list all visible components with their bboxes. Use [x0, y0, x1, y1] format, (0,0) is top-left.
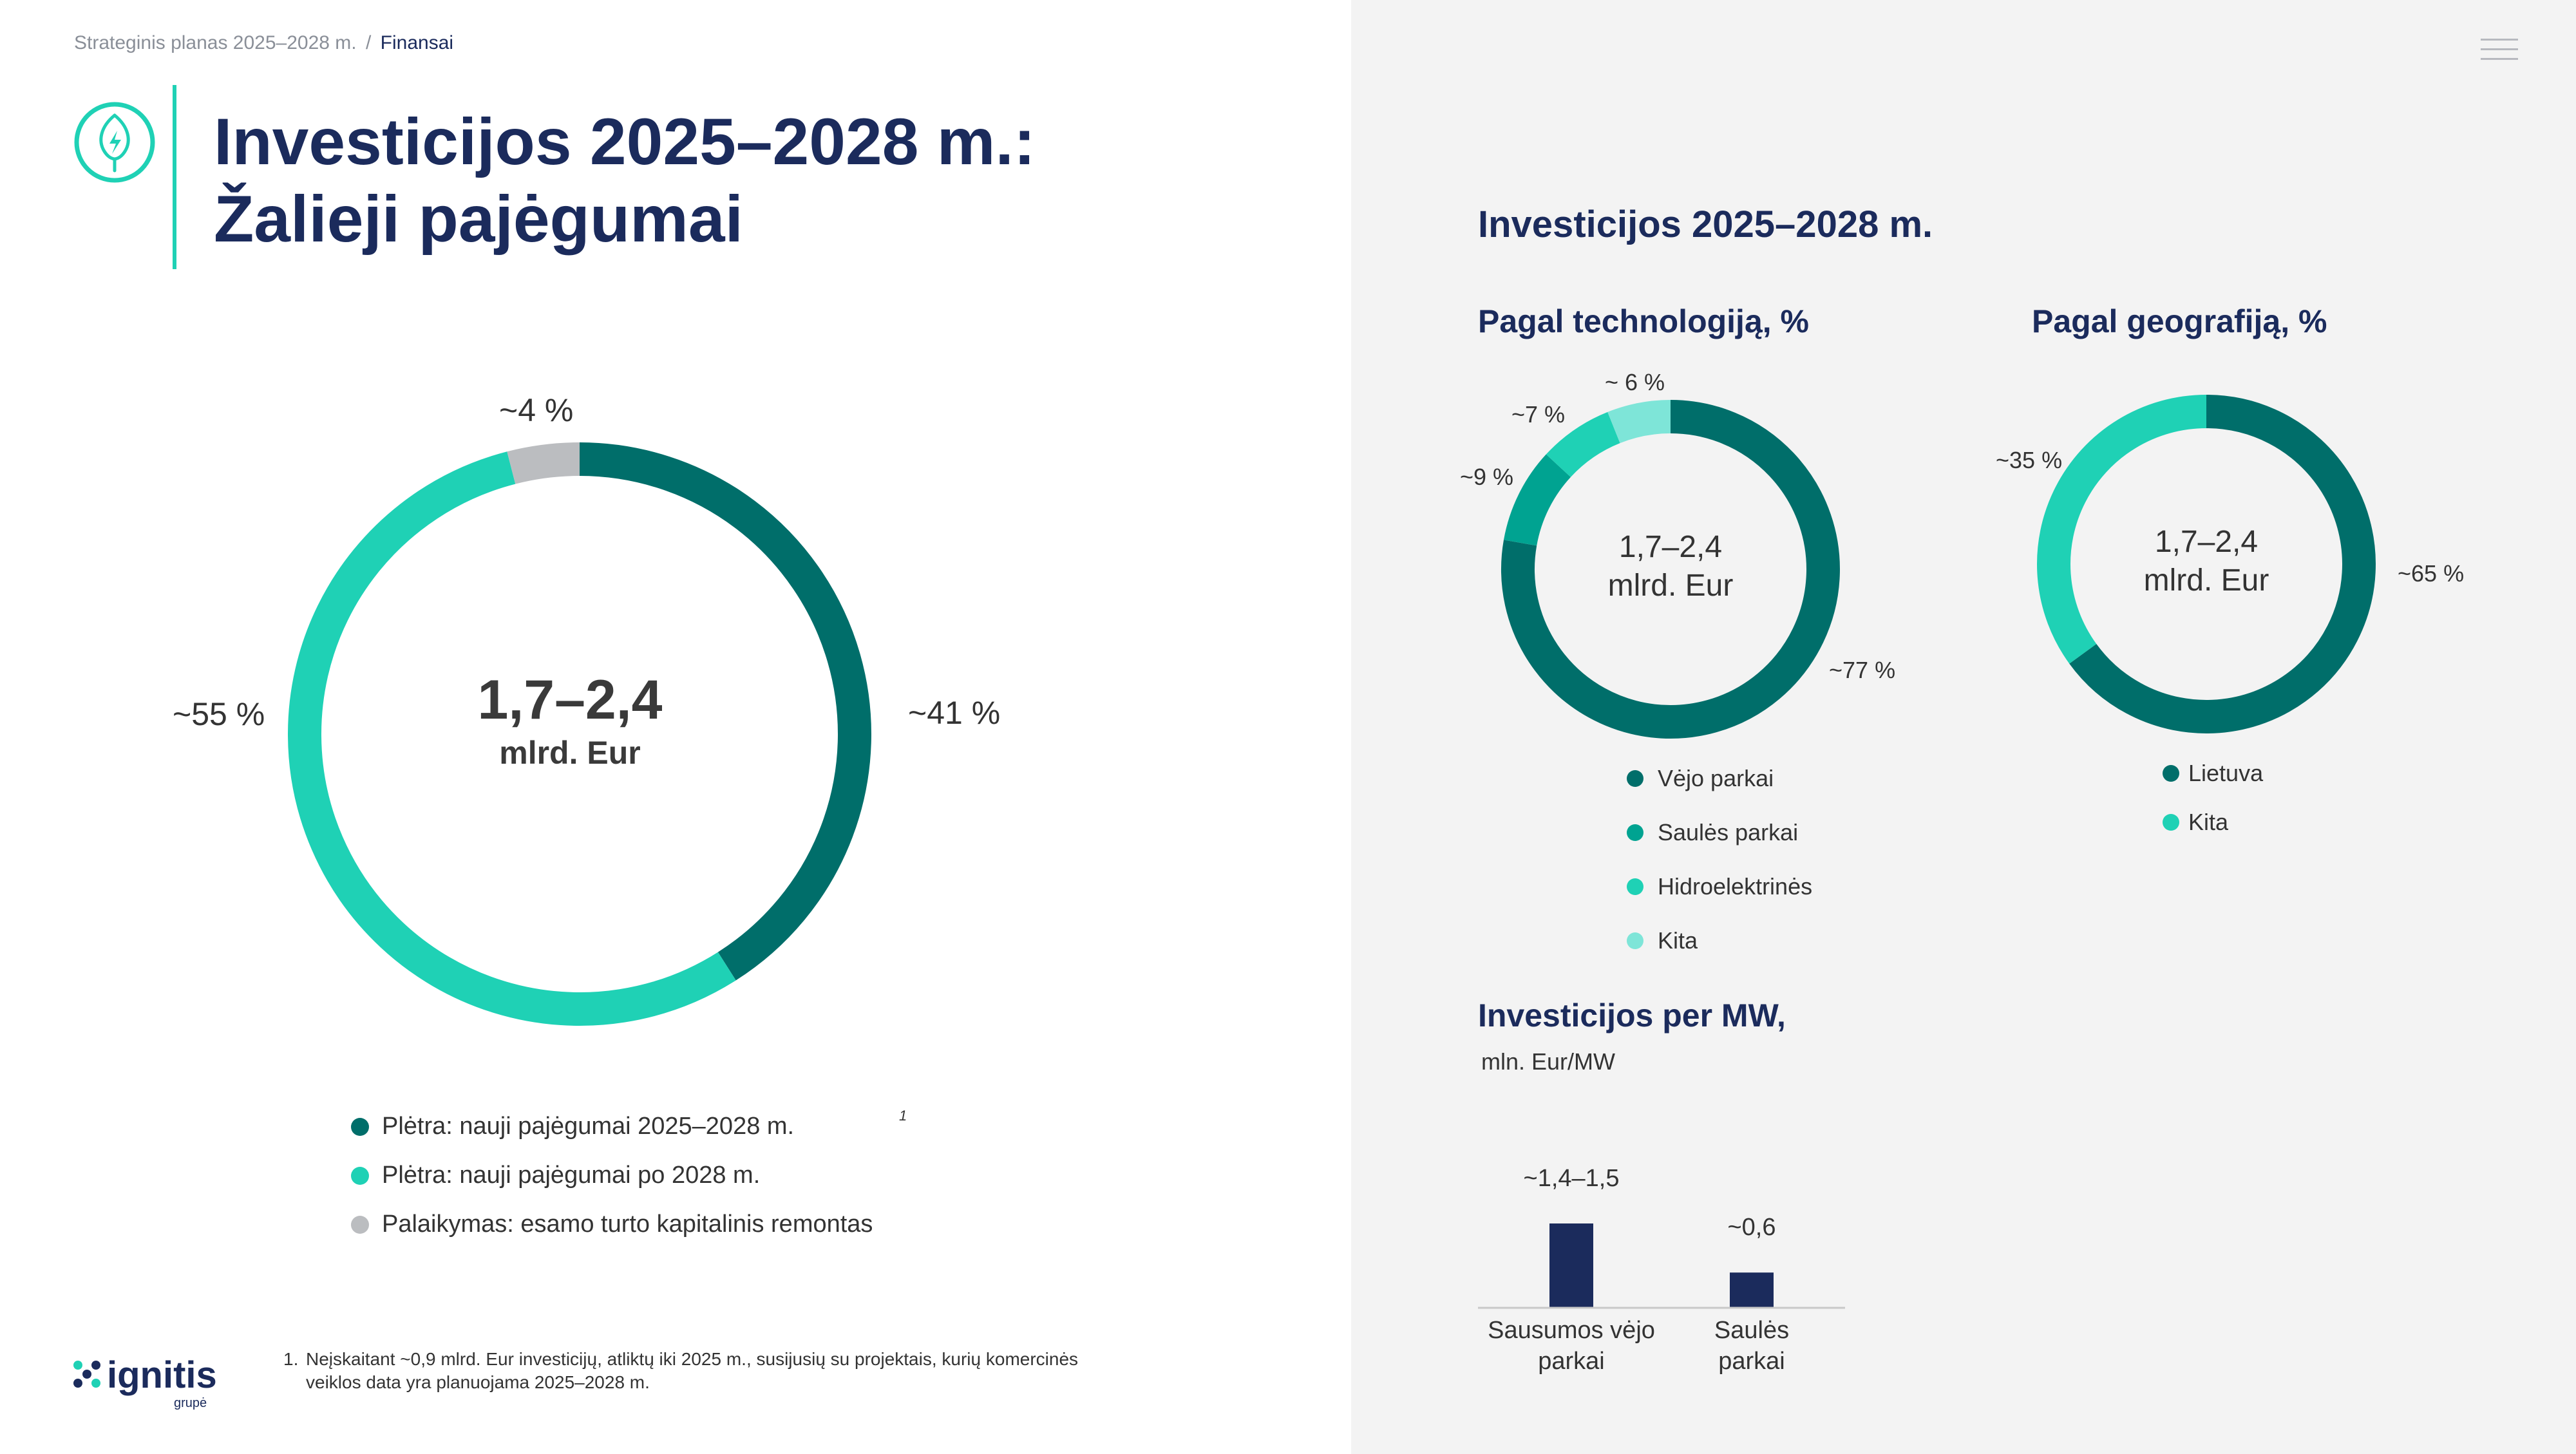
tech-legend-item: Kita: [1627, 927, 1698, 954]
bar-category-wind: Sausumos vėjo parkai: [1478, 1315, 1665, 1377]
geo-center-unit: mlrd. Eur: [2143, 563, 2269, 598]
tech-label-wind: ~77 %: [1829, 657, 1896, 683]
geo-label-other: ~35 %: [1996, 447, 2063, 473]
tech-center-label: 1,7–2,4 mlrd. Eur: [1574, 528, 1767, 605]
tech-donut-slice-1: [1503, 454, 1571, 546]
tech-legend-item: Saulės parkai: [1627, 819, 1798, 846]
technology-donut-chart: [1501, 400, 1840, 739]
tech-chart-title: Pagal technologiją, %: [1478, 303, 1809, 339]
legend-label: Plėtra: nauji pajėgumai 2025–2028 m.: [382, 1113, 795, 1140]
legend-label: Plėtra: nauji pajėgumai po 2028 m.: [382, 1162, 761, 1189]
main-donut-label-new-2025: ~41 %: [908, 695, 1001, 731]
tech-center-unit: mlrd. Eur: [1607, 569, 1734, 603]
footnote-text: Neįskaitant ~0,9 mlrd. Eur investicijų, …: [306, 1348, 1078, 1394]
main-legend-item: Palaikymas: esamo turto kapitalinis remo…: [351, 1211, 873, 1238]
footnote-number: 1.: [283, 1349, 299, 1369]
tech-legend-item: Hidroelektrinės: [1627, 873, 1812, 900]
title-accent-line: [173, 85, 176, 269]
bar-1: [1730, 1272, 1774, 1307]
bar-category-line: parkai: [1538, 1348, 1605, 1375]
right-panel: [1351, 0, 2576, 1454]
legend-dot: [1627, 878, 1643, 895]
breadcrumb-current: Finansai: [380, 32, 454, 53]
footnote-line2: veiklos data yra planuojama 2025–2028 m.: [306, 1372, 650, 1392]
geo-chart-title: Pagal geografiją, %: [2032, 303, 2327, 339]
main-donut-center-unit: mlrd. Eur: [499, 735, 641, 771]
geo-legend-item: Kita: [2163, 809, 2228, 836]
bar-category-line: Saulės: [1714, 1317, 1790, 1344]
main-donut-label-maintenance: ~4 %: [499, 392, 574, 428]
bar-value-label: ~1,4–1,5: [1524, 1165, 1620, 1192]
logo-sub: grupė: [174, 1396, 207, 1410]
tech-donut-slice-2: [1546, 411, 1621, 478]
ignitis-x-icon: [73, 1360, 101, 1392]
main-legend-item: Plėtra: nauji pajėgumai po 2028 m.: [351, 1162, 760, 1189]
bar-value-label: ~0,6: [1727, 1214, 1776, 1241]
tech-label-other: ~ 6 %: [1605, 369, 1665, 395]
logo-name: ignitis: [107, 1354, 217, 1396]
bar-category-line: parkai: [1718, 1348, 1785, 1375]
legend-dot: [351, 1215, 369, 1234]
breadcrumb-separator: /: [365, 32, 372, 53]
geo-center-label: 1,7–2,4 mlrd. Eur: [2110, 523, 2303, 600]
geography-donut-chart: [2037, 395, 2376, 733]
main-legend-item: Plėtra: nauji pajėgumai 2025–2028 m.: [351, 1113, 794, 1140]
bar-0: [1549, 1223, 1593, 1307]
footnote-line1: Neįskaitant ~0,9 mlrd. Eur investicijų, …: [306, 1349, 1079, 1369]
geo-donut-slice-1: [2037, 395, 2207, 664]
main-donut-chart: [288, 442, 871, 1026]
legend-dot: [2163, 765, 2179, 782]
legend-label: Hidroelektrinės: [1658, 873, 1813, 900]
legend-label: Kita: [2188, 809, 2229, 835]
main-donut-center-value: 1,7–2,4: [477, 669, 663, 731]
main-donut-label-new-after-2028: ~55 %: [173, 696, 265, 732]
legend-label: Saulės parkai: [1658, 819, 1799, 845]
tech-donut-slice-3: [1607, 400, 1671, 444]
geo-center-value: 1,7–2,4: [2154, 525, 2259, 559]
legend-dot: [351, 1117, 369, 1136]
tech-center-value: 1,7–2,4: [1618, 530, 1723, 564]
hamburger-menu-icon[interactable]: [2481, 37, 2518, 63]
bar-chart-title: Investicijos per MW,: [1478, 997, 1786, 1034]
bar-chart-unit: mln. Eur/MW: [1481, 1048, 1616, 1075]
tech-label-solar: ~9 %: [1460, 464, 1514, 490]
page-title-line1: Investicijos 2025–2028 m.:: [214, 105, 1036, 178]
geo-label-lithuania: ~65 %: [2398, 560, 2465, 587]
tech-donut-slice-0: [1501, 400, 1840, 739]
legend-dot: [1627, 824, 1643, 841]
bar-category-solar: Saulės parkai: [1687, 1315, 1816, 1377]
legend-dot: [1627, 770, 1643, 787]
legend-label: Palaikymas: esamo turto kapitalinis remo…: [382, 1211, 873, 1238]
leaf-lightning-icon: [72, 100, 157, 185]
page-title: Investicijos 2025–2028 m.: Žalieji pajėg…: [214, 103, 1036, 258]
legend-label: Vėjo parkai: [1658, 765, 1774, 791]
page-title-line2: Žalieji pajėgumai: [214, 182, 743, 256]
legend-dot: [2163, 814, 2179, 831]
footnote-marker: 1: [899, 1108, 907, 1124]
breadcrumb: Strateginis planas 2025–2028 m. / Finans…: [74, 32, 453, 54]
main-donut-slice-1: [288, 451, 736, 1026]
investment-per-mw-bar-chart: ~1,4–1,5 ~0,6: [1478, 1165, 1845, 1309]
main-donut-slice-0: [579, 442, 871, 981]
legend-label: Lietuva: [2188, 760, 2264, 786]
breadcrumb-parent[interactable]: Strateginis planas 2025–2028 m.: [74, 32, 357, 53]
legend-dot: [1627, 932, 1643, 949]
tech-legend-item: Vėjo parkai: [1627, 765, 1774, 792]
main-donut-slice-2: [507, 442, 580, 484]
geo-legend-item: Lietuva: [2163, 760, 2263, 787]
legend-label: Kita: [1658, 927, 1698, 954]
tech-label-hydro: ~7 %: [1511, 401, 1566, 428]
section-title-investments: Investicijos 2025–2028 m.: [1478, 203, 1933, 245]
geo-donut-slice-0: [2069, 395, 2376, 733]
bar-category-line: Sausumos vėjo: [1488, 1317, 1655, 1344]
legend-dot: [351, 1166, 369, 1185]
